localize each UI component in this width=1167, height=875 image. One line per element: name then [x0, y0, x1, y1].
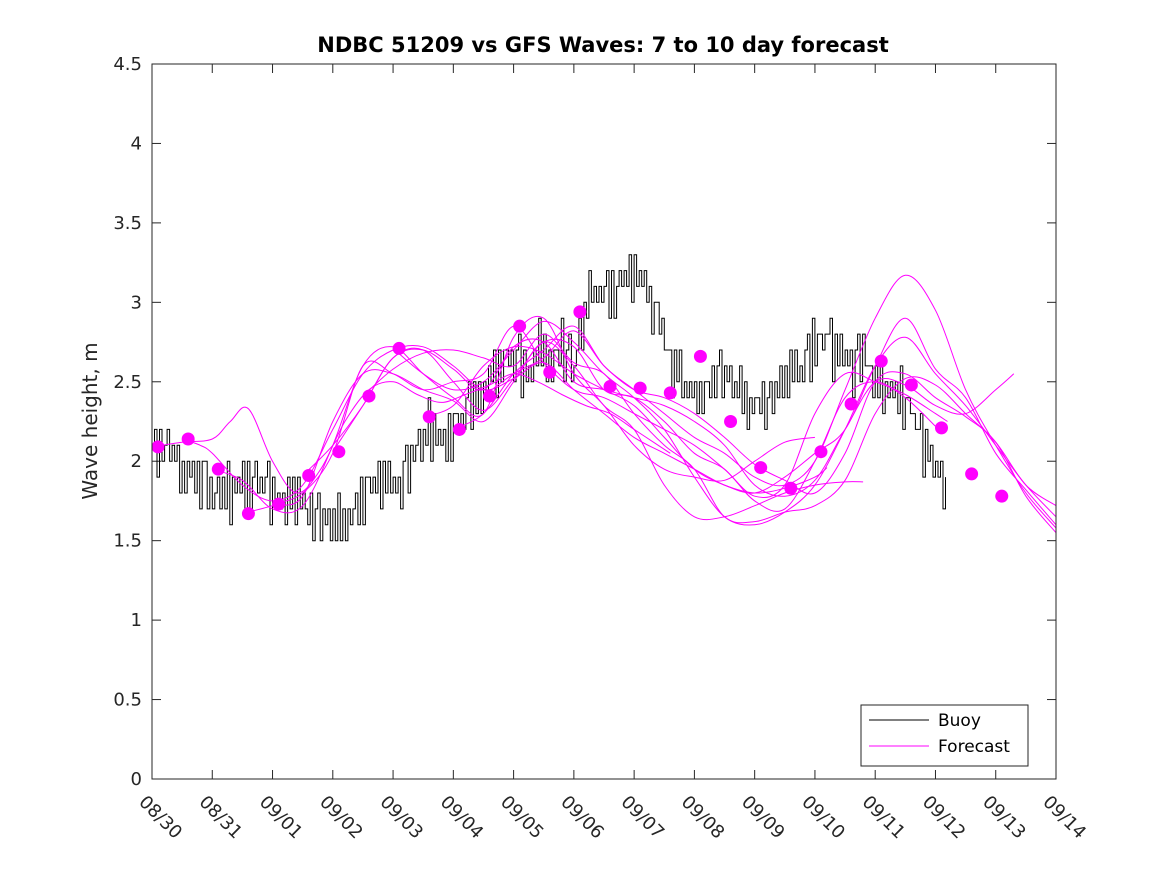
forecast-marker: [965, 467, 979, 481]
forecast-marker: [754, 461, 768, 475]
forecast-line-8: [362, 333, 1057, 524]
y-tick-label: 0: [131, 769, 142, 790]
forecast-marker: [241, 507, 255, 521]
forecast-marker: [211, 462, 225, 476]
y-tick-labels: 0 0.5 1 1.5 2 2.5 3 3.5 4 4.5: [113, 54, 142, 790]
forecast-marker: [784, 481, 798, 495]
forecast-line-3: [212, 315, 815, 514]
forecast-line-9: [392, 320, 1057, 526]
forecast-marker: [874, 354, 888, 368]
forecast-marker: [995, 489, 1009, 503]
legend-forecast-label: Forecast: [938, 737, 1010, 757]
forecast-line-12: [483, 330, 1057, 534]
forecast-marker: [181, 432, 195, 446]
y-tick-label: 4: [131, 133, 142, 154]
forecast-markers: [151, 305, 1009, 521]
legend-box: [860, 704, 1029, 767]
forecast-marker: [844, 397, 858, 411]
forecast-marker: [724, 415, 738, 428]
forecast-marker: [693, 349, 707, 363]
y-tick-label: 1.5: [113, 531, 142, 552]
forecast-marker: [814, 445, 828, 459]
forecast-marker: [392, 341, 406, 355]
plot-frame: [151, 63, 1057, 780]
legend-buoy-label: Buoy: [938, 711, 981, 731]
forecast-marker: [482, 389, 496, 403]
y-tick-label: 1: [131, 610, 142, 631]
forecast-line-1: [151, 373, 671, 494]
forecast-marker: [543, 365, 557, 379]
forecast-marker: [573, 305, 587, 319]
legend: Buoy Forecast: [860, 704, 1029, 767]
forecast-marker: [422, 410, 436, 424]
y-tick-label: 0.5: [113, 690, 142, 711]
forecast-marker: [633, 381, 647, 395]
forecast-line-10: [423, 317, 1057, 526]
y-tick-label: 2.5: [113, 372, 142, 393]
forecast-marker: [663, 386, 677, 400]
y-tick-label: 3.5: [113, 213, 142, 234]
forecast-marker: [452, 422, 466, 436]
forecast-marker: [332, 445, 346, 459]
forecast-marker: [934, 421, 948, 435]
forecast-marker: [151, 440, 165, 454]
y-axis-label: Wave height, m: [78, 342, 102, 499]
forecast-marker: [904, 378, 918, 392]
chart-title: NDBC 51209 vs GFS Waves: 7 to 10 day for…: [317, 33, 888, 57]
forecast-marker: [302, 469, 316, 483]
forecast-line-11: [453, 274, 1057, 529]
forecast-marker: [272, 497, 286, 511]
y-tick-label: 3: [131, 292, 142, 313]
y-tick-label: 4.5: [113, 54, 142, 75]
y-tick-label: 2: [131, 451, 142, 472]
forecast-marker: [362, 389, 376, 403]
forecast-marker: [603, 380, 617, 394]
forecast-marker: [513, 319, 527, 333]
